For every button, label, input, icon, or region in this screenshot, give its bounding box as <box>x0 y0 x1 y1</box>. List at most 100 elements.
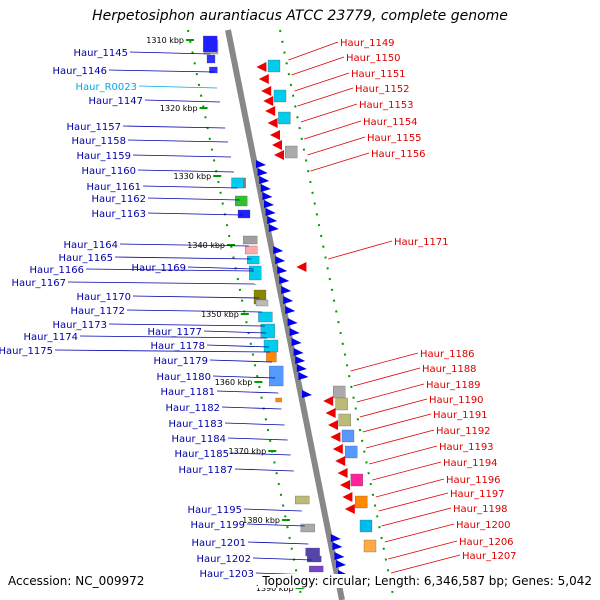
forward-gene-arrow <box>293 348 304 356</box>
gene-block <box>285 145 298 159</box>
forward-gene-arrow <box>260 184 271 192</box>
gene-block <box>258 311 273 323</box>
kbp-tick-label: 1350 kbp <box>201 310 239 319</box>
label-connector <box>230 452 291 456</box>
gene-block <box>266 351 277 363</box>
label-connector <box>359 398 428 418</box>
label-connector <box>294 72 350 92</box>
gene-label-left: Haur_1169 <box>131 263 186 274</box>
gene-block <box>275 397 282 403</box>
gene-label-left: Haur_1202 <box>196 554 251 565</box>
gene-block <box>269 365 284 387</box>
forward-gene-arrow <box>275 256 286 264</box>
gene-label-right: Haur_1153 <box>359 100 414 111</box>
forward-gene-arrow <box>298 372 309 380</box>
label-connector <box>54 349 271 353</box>
reverse-gene-arrow <box>270 130 280 140</box>
kbp-tick-label: 1330 kbp <box>173 172 211 181</box>
label-connector <box>224 422 285 426</box>
forward-gene-arrow <box>295 356 306 364</box>
gene-label-left: Haur_1161 <box>86 182 141 193</box>
gene-label-right: Haur_1151 <box>351 69 406 80</box>
gene-label-left: Haur_1182 <box>165 403 220 414</box>
label-connector <box>356 383 425 403</box>
label-connector <box>234 468 294 472</box>
forward-gene-arrow <box>291 338 302 346</box>
label-connector <box>144 99 221 103</box>
label-connector <box>288 41 339 61</box>
gene-block <box>237 209 251 219</box>
gene-block <box>209 66 218 74</box>
label-connector <box>187 266 254 270</box>
forward-gene-arrow <box>259 176 270 184</box>
gene-label-left: Haur_1160 <box>81 166 136 177</box>
gene-label-left: Haur_1180 <box>156 372 211 383</box>
label-connector <box>119 243 249 247</box>
gene-block <box>263 339 279 353</box>
gene-block <box>350 473 363 487</box>
label-connector <box>291 56 345 76</box>
label-connector <box>206 344 270 348</box>
label-connector <box>122 125 226 129</box>
label-connector <box>304 120 362 140</box>
label-connector <box>243 508 302 512</box>
reverse-gene-arrow <box>337 468 348 478</box>
genome-summary-text: Topology: circular; Length: 6,346,587 bp… <box>258 574 592 588</box>
reverse-gene-arrow <box>261 86 272 96</box>
gene-label-left: Haur_1159 <box>76 151 131 162</box>
gene-label-left: Haur_1183 <box>168 419 223 430</box>
forward-gene-arrow <box>296 364 307 372</box>
gene-label-left: Haur_1145 <box>73 48 128 59</box>
label-connector <box>132 154 232 158</box>
label-connector <box>369 445 438 465</box>
gene-block <box>249 265 262 281</box>
label-connectors <box>54 41 461 576</box>
gene-label-right: Haur_1191 <box>433 410 488 421</box>
forward-gene-arrow <box>279 276 290 284</box>
label-connector <box>310 152 370 172</box>
gene-label-right: Haur_1188 <box>422 364 477 375</box>
gene-block <box>203 35 218 53</box>
forward-gene-arrow <box>268 224 279 232</box>
label-connector <box>126 309 263 313</box>
gene-label-left: Haur_1195 <box>187 505 242 516</box>
kbp-tick-label: 1390 kbp <box>256 584 294 593</box>
gene-block <box>359 519 373 533</box>
gene-label-left: Haur_1172 <box>70 306 125 317</box>
label-connector <box>247 541 309 545</box>
kbp-tick-label: 1380 kbp <box>242 516 280 525</box>
right-dotted-track <box>279 29 395 600</box>
gene-label-left: Haur_1147 <box>88 96 143 107</box>
gene-block <box>335 397 348 411</box>
label-connector <box>221 406 282 410</box>
forward-gene-arrow <box>281 286 292 294</box>
gene-label-left: Haur_1178 <box>150 341 205 352</box>
reverse-gene-arrow <box>342 492 353 502</box>
label-connector <box>216 390 279 394</box>
gene-label-right: Haur_1152 <box>355 84 410 95</box>
gene-label-left: Haur_1158 <box>71 136 126 147</box>
reverse-gene-arrow <box>340 480 350 490</box>
label-connector <box>384 523 455 543</box>
label-connector <box>307 136 366 156</box>
gene-label-left: Haur_1170 <box>76 292 131 303</box>
label-connector <box>129 51 211 55</box>
gene-label-right: Haur_1207 <box>462 551 517 562</box>
reverse-gene-arrow <box>258 74 269 84</box>
gene-label-left: Haur_1181 <box>160 387 215 398</box>
gene-label-left: Haur_1163 <box>91 209 146 220</box>
gene-block <box>206 54 216 64</box>
reverse-gene-arrow <box>265 106 276 116</box>
gene-block <box>307 555 322 563</box>
label-connector <box>67 281 257 285</box>
gene-label-right: Haur_1192 <box>436 426 491 437</box>
gene-tracks <box>187 29 395 600</box>
label-connector <box>85 268 254 272</box>
label-connector <box>365 429 435 449</box>
gene-block <box>245 245 258 255</box>
forward-gene-arrow <box>264 200 274 208</box>
forward-gene-arrow <box>332 542 343 550</box>
gene-block <box>267 59 281 73</box>
gene-block <box>260 323 275 339</box>
forward-gene-arrow <box>287 318 298 326</box>
